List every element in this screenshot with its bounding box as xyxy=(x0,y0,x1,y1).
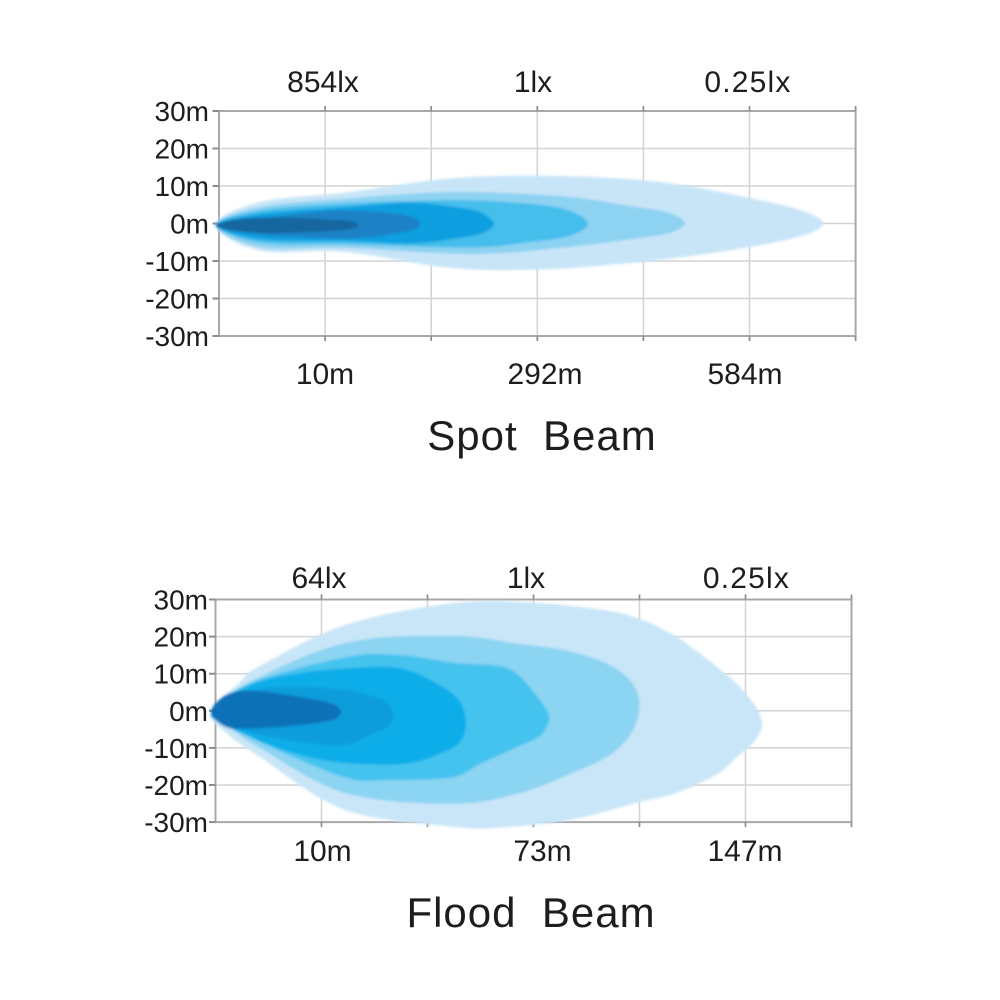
svg-text:147m: 147m xyxy=(707,835,782,868)
svg-text:854lx: 854lx xyxy=(287,66,359,99)
svg-text:30m: 30m xyxy=(155,96,209,127)
svg-text:10m: 10m xyxy=(296,358,354,391)
svg-text:-30m: -30m xyxy=(144,807,208,838)
svg-text:64lx: 64lx xyxy=(291,562,346,595)
svg-text:Flood Beam: Flood Beam xyxy=(406,889,655,936)
svg-text:-10m: -10m xyxy=(144,733,208,764)
svg-text:Spot Beam: Spot Beam xyxy=(427,412,656,459)
svg-text:0m: 0m xyxy=(169,696,208,727)
svg-text:10m: 10m xyxy=(293,835,351,868)
svg-text:10m: 10m xyxy=(154,659,208,690)
svg-text:-20m: -20m xyxy=(144,770,208,801)
svg-text:1lx: 1lx xyxy=(514,66,552,99)
svg-text:-10m: -10m xyxy=(145,246,209,277)
svg-text:20m: 20m xyxy=(154,622,208,653)
svg-text:-20m: -20m xyxy=(145,284,209,315)
svg-text:292m: 292m xyxy=(507,358,582,391)
svg-text:-30m: -30m xyxy=(145,321,209,352)
svg-text:10m: 10m xyxy=(155,171,209,202)
svg-text:0.25lx: 0.25lx xyxy=(703,562,790,595)
svg-text:584m: 584m xyxy=(707,358,782,391)
svg-text:0m: 0m xyxy=(170,209,209,240)
svg-text:73m: 73m xyxy=(513,835,571,868)
svg-text:20m: 20m xyxy=(155,134,209,165)
svg-text:1lx: 1lx xyxy=(507,562,545,595)
svg-text:30m: 30m xyxy=(154,585,208,616)
svg-text:0.25lx: 0.25lx xyxy=(704,66,791,99)
